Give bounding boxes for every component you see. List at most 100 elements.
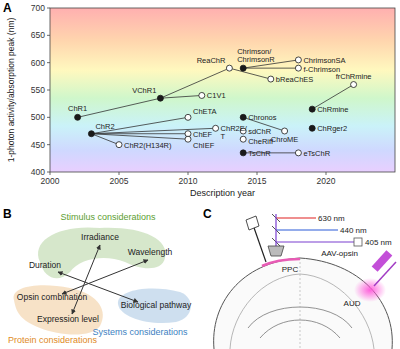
wavelength-label: 440 nm [340, 226, 367, 235]
point-label: C1V1 [207, 91, 226, 100]
point-label: ChrimsonSA [303, 56, 345, 65]
x-tick-label: 2010 [179, 176, 198, 186]
consideration: Biological pathway [121, 300, 192, 310]
y-tick-label: 600 [31, 58, 45, 68]
wavelength-label: 630 nm [318, 214, 345, 223]
y-tick-label: 550 [31, 85, 45, 95]
opsin-point [240, 65, 246, 71]
lineage-link [229, 68, 270, 79]
midline [300, 258, 301, 349]
opsin-point [199, 92, 205, 98]
opsin-point [295, 150, 301, 156]
consideration: Expression level [37, 314, 99, 324]
group-title: Stimulus considerations [60, 212, 156, 222]
y-tick-label: 450 [31, 140, 45, 150]
relation-arrow [72, 245, 100, 314]
opsin-point [309, 106, 315, 112]
opsin-point [157, 95, 163, 101]
y-tick-label: 650 [31, 30, 45, 40]
laser-beam [276, 229, 338, 230]
panel-label: C [203, 207, 212, 221]
opsin-point [295, 57, 301, 63]
point-label: f-Chrimson [303, 65, 340, 74]
point-label: eTsChR [303, 149, 330, 158]
opsin-point [88, 131, 94, 137]
opsin-point [295, 65, 301, 71]
panel-label: B [3, 207, 12, 221]
point-label: ChroME [271, 135, 299, 144]
objective [268, 246, 284, 256]
point-label: Chrimson/ChrimsonR [237, 47, 275, 64]
consideration: Irradiance [81, 232, 119, 242]
y-tick [47, 117, 50, 118]
group-title: Systems considerations [92, 327, 188, 337]
panel-label: A [3, 1, 12, 15]
region-label: AUD [344, 299, 361, 308]
plot-frame [50, 8, 395, 172]
marks [75, 57, 357, 156]
wavelength-label: 405 nm [365, 238, 392, 247]
lineage-link [243, 68, 298, 69]
point-label: ChIEF [193, 141, 215, 150]
opsin-point [240, 114, 246, 120]
point-label: ChRmine [317, 105, 348, 114]
point-label: ChR2(H134R) [124, 141, 172, 150]
region-label: PPC [282, 265, 299, 274]
y-tick [47, 172, 50, 173]
opsin-point [185, 114, 191, 120]
laser-beam [276, 217, 316, 218]
x-tick-label: 2015 [248, 176, 267, 186]
laser-beam [276, 241, 354, 242]
point-label: Chronos [248, 113, 277, 122]
x-tick-label: 2020 [317, 176, 336, 186]
y-tick [47, 62, 50, 63]
relation-arrow [62, 260, 148, 294]
x-tick-label: 2005 [110, 176, 129, 186]
x-tick [326, 172, 327, 175]
beam-path [275, 214, 276, 246]
point-label: TsChR [248, 149, 271, 158]
opsin-point [268, 76, 274, 82]
point-label: VChR1 [132, 86, 156, 95]
opsin-point [116, 142, 122, 148]
point-label: ChEF [193, 130, 213, 139]
plot-background [50, 8, 395, 172]
brain-layer [230, 274, 374, 349]
electrode-holder [246, 216, 259, 230]
point-label: bReaChES [276, 75, 314, 84]
x-tick [50, 172, 51, 175]
opsin-point [213, 125, 219, 131]
y-tick-label: 700 [31, 3, 45, 13]
laser-box [354, 238, 362, 246]
syringe [372, 250, 393, 272]
opsin-point [226, 65, 232, 71]
consideration: Opsin combination [17, 292, 88, 302]
point-label: ChR2E/T [221, 124, 248, 141]
opsin-point [185, 136, 191, 142]
point-label: ChR2 [95, 122, 114, 131]
opsin-point [75, 114, 81, 120]
injection-label: AAV-opsin [321, 249, 358, 258]
label-line: T [221, 132, 226, 141]
x-tick [119, 172, 120, 175]
x-tick [188, 172, 189, 175]
point-label: sdChR [248, 127, 272, 136]
y-tick [47, 90, 50, 91]
opsin-point [240, 150, 246, 156]
label-line: ChrimsonR [237, 55, 275, 64]
group-title: Protein considerations [8, 335, 98, 345]
lineage-link [91, 134, 188, 139]
y-tick-label: 500 [31, 112, 45, 122]
point-label: ChETA [193, 107, 217, 116]
brain-section [214, 258, 393, 349]
figure: A400450500550600650700200020052010201520… [0, 0, 400, 349]
consideration-blob [14, 285, 103, 334]
y-tick [47, 144, 50, 145]
lineage-link [78, 98, 161, 117]
point-label: ReaChR [197, 56, 226, 65]
opsin-point [282, 128, 288, 134]
y-tick [47, 8, 50, 9]
x-tick [257, 172, 258, 175]
consideration: Duration [29, 260, 61, 270]
point-label: frChRmine [336, 72, 372, 81]
